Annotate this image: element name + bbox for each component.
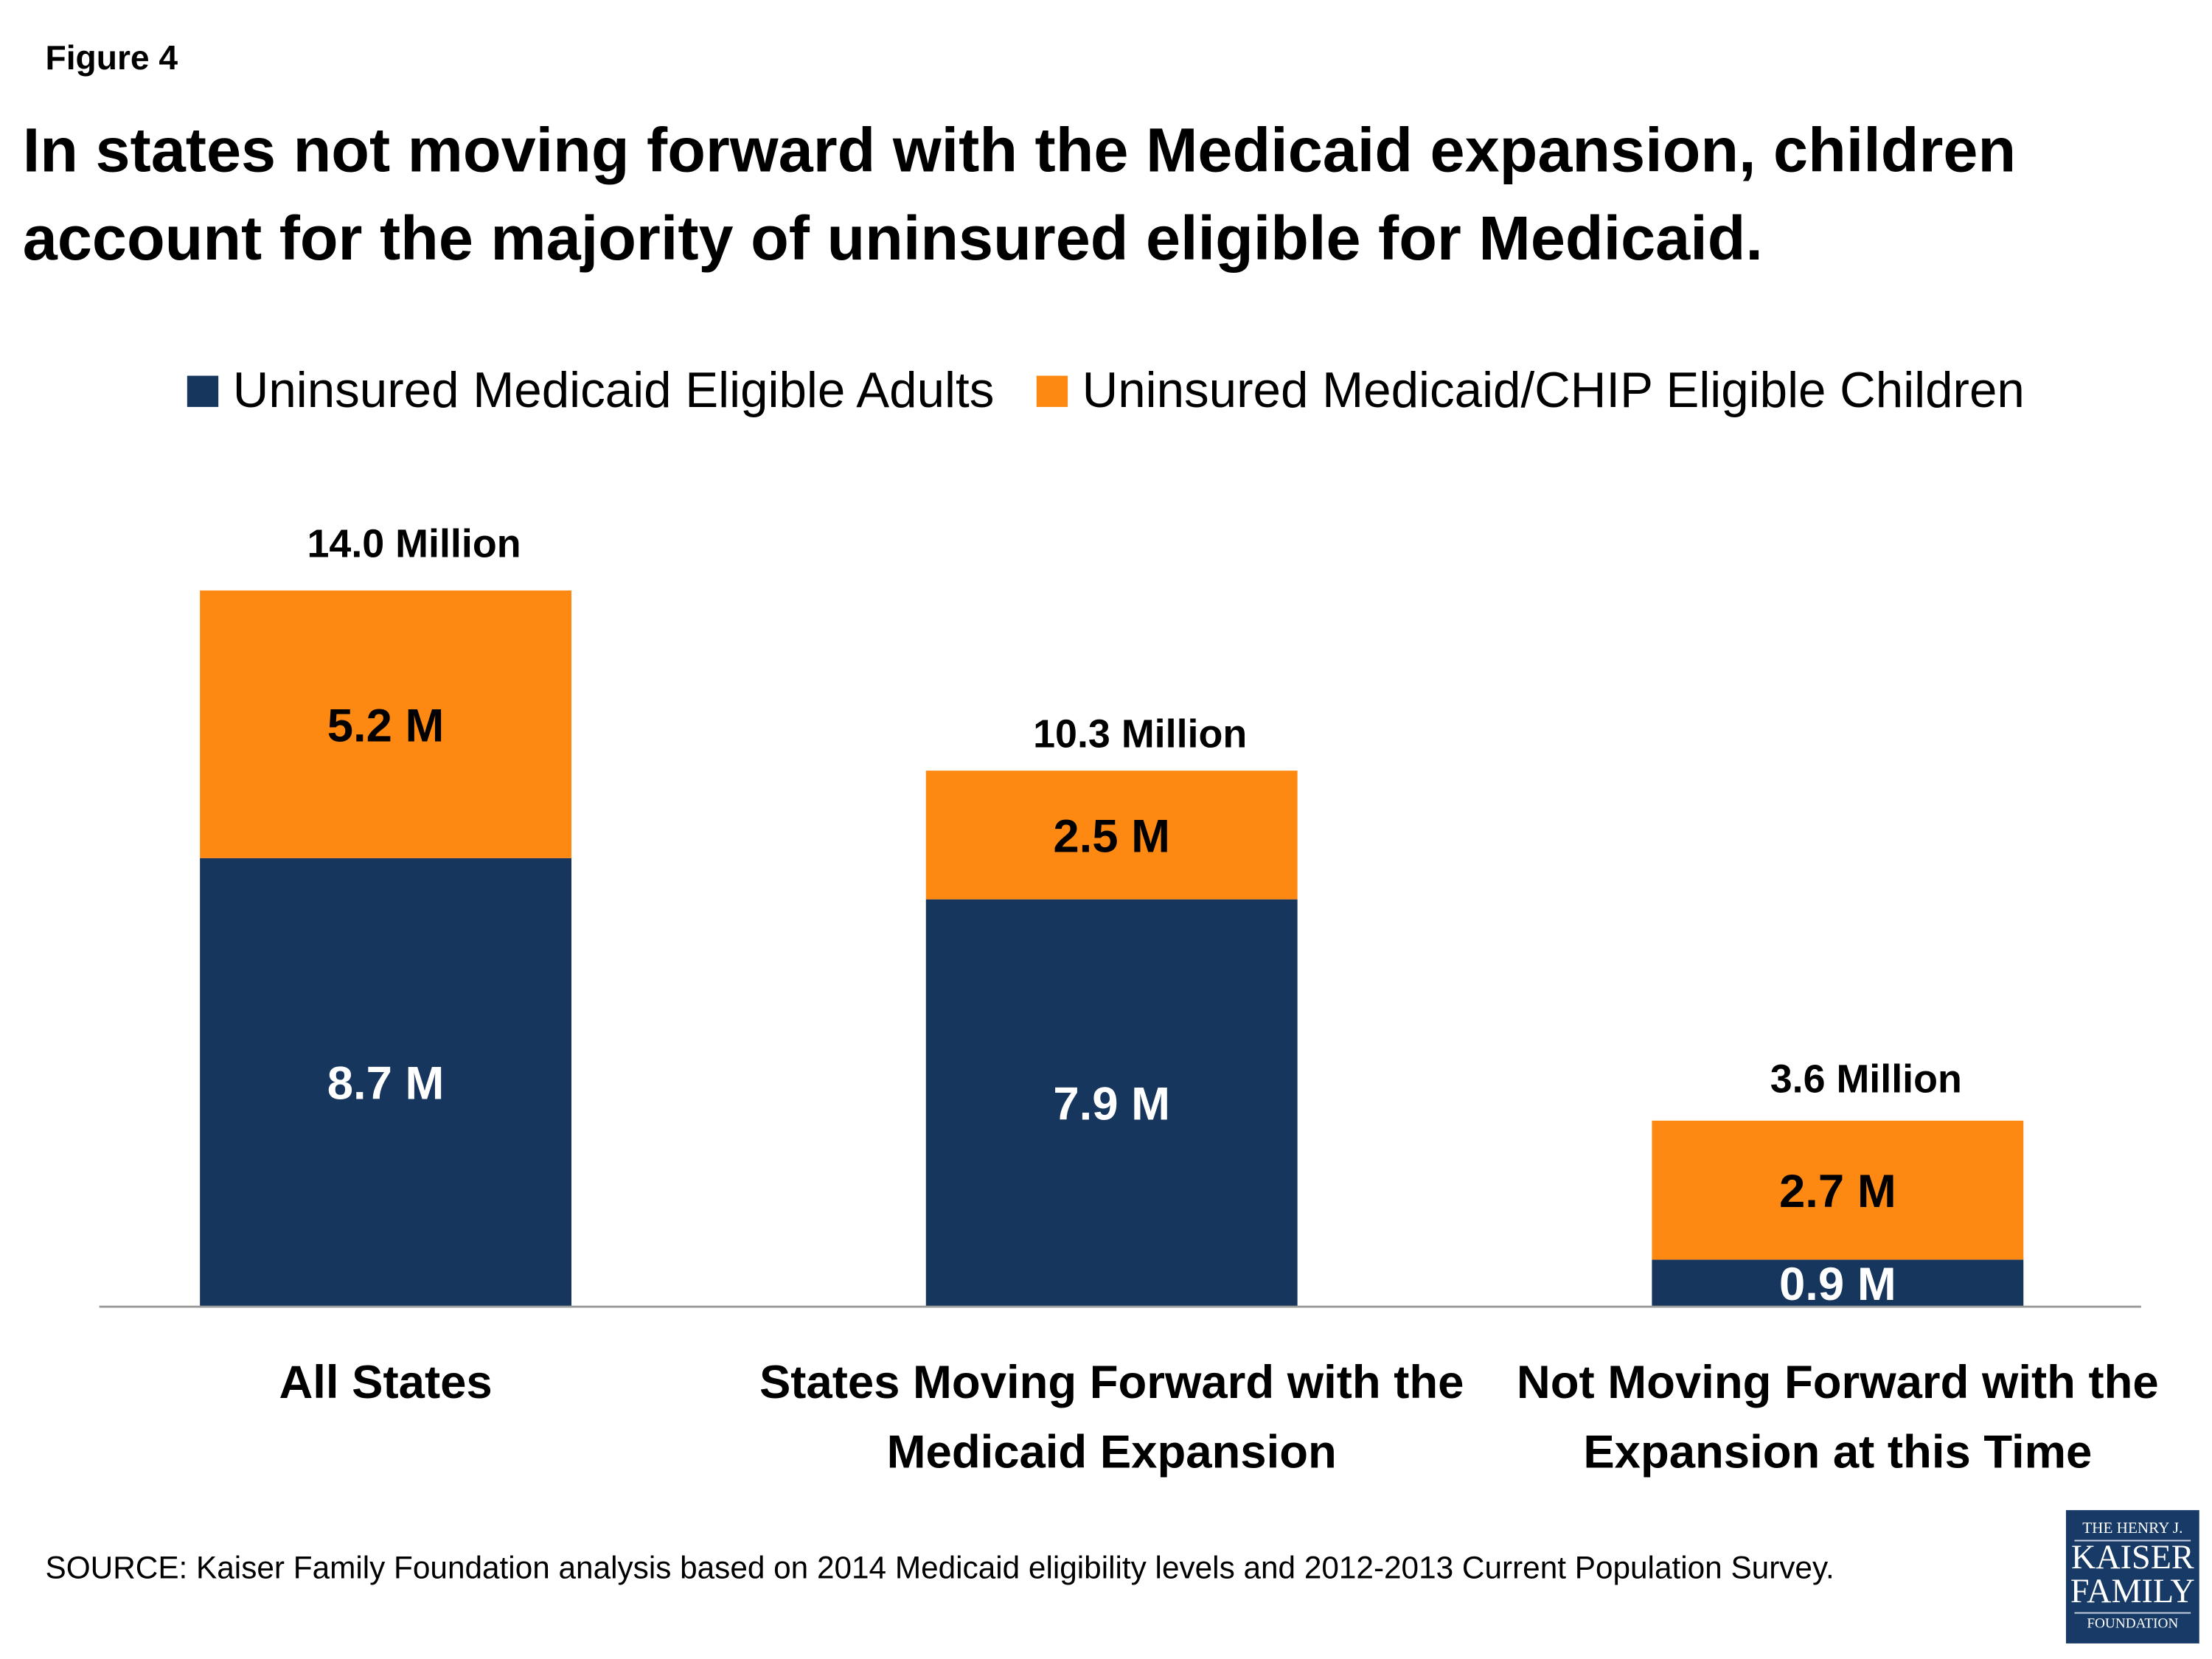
data-label: 7.9 M (1053, 1079, 1170, 1130)
legend-item-children: Uninsured Medicaid/CHIP Eligible Childre… (1037, 363, 2025, 420)
bar-segment-adults (200, 858, 572, 1307)
bar-segment-adults (925, 899, 1298, 1307)
category-label-moving-forward: States Moving Forward with the Medicaid … (759, 1355, 1464, 1478)
logo-line3: FAMILY (2070, 1573, 2195, 1611)
total-label: 3.6 Million (1770, 1057, 1962, 1101)
bar-segment-children (925, 771, 1298, 900)
logo-line4: FOUNDATION (2074, 1612, 2191, 1632)
figure-label: Figure 4 (45, 39, 178, 78)
bar-segment-adults (1652, 1259, 2024, 1307)
legend-item-adults: Uninsured Medicaid Eligible Adults (187, 363, 994, 420)
legend-swatch-adults (187, 375, 219, 407)
source-note: SOURCE: Kaiser Family Foundation analysi… (45, 1549, 1834, 1586)
legend-swatch-children (1037, 375, 1068, 407)
data-label: 2.7 M (1779, 1166, 1896, 1217)
total-label: 10.3 Million (1033, 712, 1247, 757)
bar-segment-children (1652, 1120, 2024, 1260)
legend: Uninsured Medicaid Eligible Adults Unins… (0, 363, 2212, 420)
data-label: 2.5 M (1053, 811, 1170, 863)
logo-line2: KAISER (2070, 1540, 2194, 1577)
kff-logo: THE HENRY J. KAISER FAMILY FOUNDATION (2065, 1510, 2199, 1644)
chart-title: In states not moving forward with the Me… (22, 116, 2017, 274)
category-label-all-states: All States (279, 1355, 493, 1408)
total-label: 14.0 Million (307, 521, 521, 566)
legend-label-adults: Uninsured Medicaid Eligible Adults (232, 363, 995, 419)
category-label-not-moving-forward: Not Moving Forward with the Expansion at… (1516, 1355, 2159, 1478)
bar-segment-children (200, 590, 572, 858)
data-label: 0.9 M (1779, 1259, 1896, 1310)
logo-line1: THE HENRY J. (2074, 1520, 2191, 1542)
data-label: 8.7 M (327, 1058, 445, 1110)
data-label: 5.2 M (327, 700, 445, 751)
legend-label-children: Uninsured Medicaid/CHIP Eligible Childre… (1082, 363, 2025, 419)
